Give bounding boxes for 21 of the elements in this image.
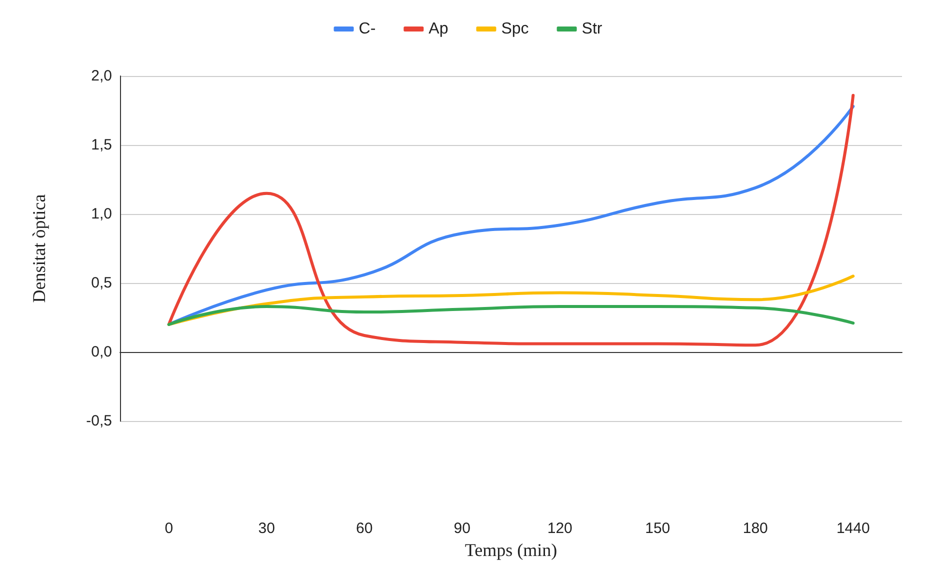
x-tick-label: 120 — [547, 520, 572, 538]
y-tick-label: 0,0 — [91, 344, 112, 361]
x-tick-label: 0 — [164, 520, 174, 538]
legend-label: Spc — [501, 20, 529, 38]
x-tick-label: 150 — [645, 520, 670, 538]
y-tick-label: 1,5 — [91, 136, 112, 154]
x-tick-label: 60 — [356, 520, 373, 538]
y-tick-label: 2,0 — [91, 68, 112, 84]
y-tick-label: 0,5 — [91, 274, 112, 292]
line-series — [167, 305, 855, 326]
legend-label: C- — [358, 20, 376, 38]
x-tick-label: 180 — [742, 520, 768, 538]
y-tick-label: -0,5 — [86, 412, 112, 430]
legend-label: Str — [582, 20, 603, 38]
x-axis-title: Temps (min) — [464, 540, 558, 560]
x-tick-label: 90 — [454, 520, 470, 538]
x-tick-label: 1440 — [836, 520, 870, 538]
x-tick-label: 30 — [258, 520, 275, 538]
y-tick-label: 1,0 — [91, 206, 112, 223]
y-axis-title: Densitat òptica — [29, 194, 49, 303]
legend-label: Ap — [428, 20, 448, 38]
